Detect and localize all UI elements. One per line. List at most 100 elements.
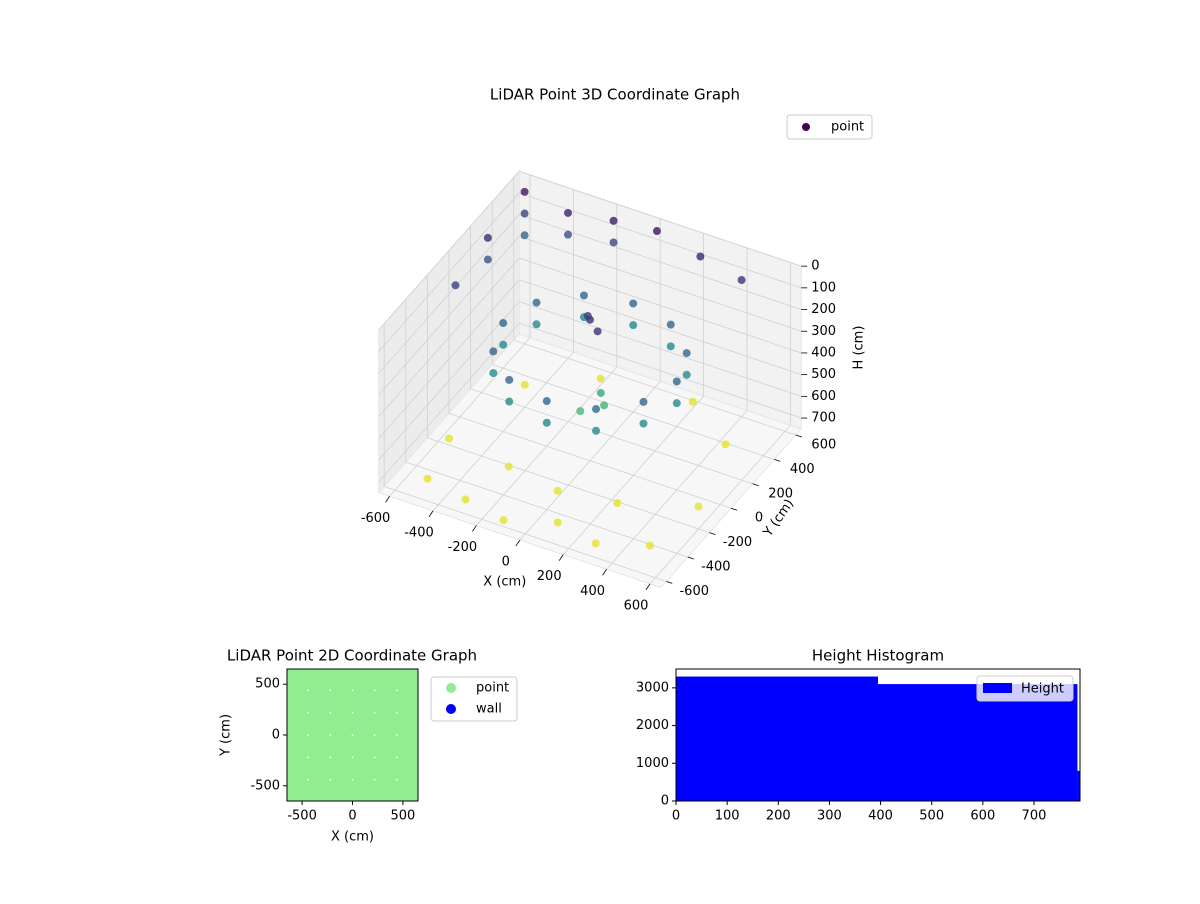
point (694, 502, 703, 511)
point (520, 187, 529, 196)
grid-line (519, 235, 802, 332)
x-tick-label: 200 (766, 809, 791, 824)
chart-title: LiDAR Point 3D Coordinate Graph (490, 86, 740, 104)
plot-3d (377, 169, 808, 591)
grid-line (519, 170, 802, 267)
axes-frame (675, 668, 1081, 802)
x-tick-label: 300 (817, 809, 842, 824)
x-axis-label: X (cm) (331, 830, 374, 845)
point (629, 321, 638, 330)
tick-mark (687, 556, 694, 560)
point (370, 669, 401, 695)
x-tick-label: -400 (404, 525, 434, 540)
point (326, 731, 357, 762)
point (392, 669, 418, 695)
y-tick-label: -600 (679, 584, 709, 599)
x-tick-label: 700 (1022, 809, 1047, 824)
point (370, 708, 401, 739)
y-tick-label: -500 (250, 778, 280, 793)
grid-line (378, 214, 520, 374)
point (576, 407, 585, 416)
point (304, 669, 335, 695)
z-tick-label: 0 (811, 259, 819, 274)
x-tick-label: 100 (715, 809, 740, 824)
y-axis-label: Y (cm) (219, 714, 234, 757)
tick-mark (774, 459, 781, 462)
point (592, 405, 601, 414)
point (609, 216, 618, 225)
x-axis-label: X (cm) (483, 575, 526, 590)
x-tick-label: -500 (287, 809, 317, 824)
tick-mark (645, 583, 651, 591)
tick-mark (795, 434, 802, 438)
z-tick-label: 200 (811, 302, 836, 317)
point (639, 419, 648, 428)
x-tick-label: 400 (868, 809, 893, 824)
y-tick-label: 0 (755, 511, 763, 526)
point (392, 686, 418, 717)
point (593, 327, 602, 336)
legend-label: Height (1021, 682, 1064, 697)
point (600, 401, 609, 410)
x-tick-label: 500 (919, 809, 944, 824)
legend-box (786, 114, 873, 140)
point (423, 474, 432, 483)
tick-mark (428, 510, 434, 518)
point (666, 320, 675, 329)
point (532, 298, 541, 307)
point (682, 349, 691, 358)
tick-mark (666, 581, 673, 584)
grid-line (470, 388, 753, 485)
point (489, 347, 498, 356)
point (304, 731, 335, 762)
point (287, 753, 313, 784)
point (499, 340, 508, 349)
legend-marker (446, 683, 456, 693)
point (287, 708, 313, 739)
point (483, 233, 492, 242)
grid-line (519, 322, 802, 419)
point (579, 291, 588, 300)
point (348, 775, 379, 801)
grid-line (378, 236, 520, 396)
point (672, 399, 681, 408)
point (392, 731, 418, 762)
point (505, 375, 514, 384)
grid-line (519, 192, 802, 289)
z-axis-label: H (cm) (852, 326, 867, 370)
point (461, 495, 470, 504)
grid-line (519, 214, 802, 310)
bar (1077, 770, 1080, 801)
point (666, 342, 675, 351)
y-tick-label: 0 (661, 794, 669, 809)
y-tick-label: 3000 (636, 680, 669, 695)
tick-mark (730, 507, 738, 511)
point (592, 426, 601, 435)
point (564, 230, 572, 239)
grid-line (378, 301, 520, 461)
plot-area (287, 669, 418, 801)
tick-mark (602, 569, 607, 576)
point (304, 753, 335, 784)
point (326, 753, 357, 784)
point (445, 434, 454, 443)
grid-line (519, 301, 802, 397)
grid-line (519, 257, 802, 354)
grid-line (378, 192, 520, 352)
tick-mark (472, 525, 477, 532)
point (645, 541, 654, 550)
z-tick-label: 700 (811, 411, 836, 426)
z-tick-label: 100 (811, 280, 836, 295)
x-tick-label: 0 (672, 809, 680, 824)
grid-line (378, 279, 520, 439)
x-tick-label: 0 (348, 809, 356, 824)
point (483, 255, 492, 264)
point (370, 731, 401, 762)
point (737, 276, 746, 285)
y-tick-label: 2000 (636, 718, 669, 733)
point (596, 374, 605, 383)
point (348, 686, 379, 717)
grid-line (384, 486, 667, 582)
y-tick-label: 500 (255, 677, 280, 692)
